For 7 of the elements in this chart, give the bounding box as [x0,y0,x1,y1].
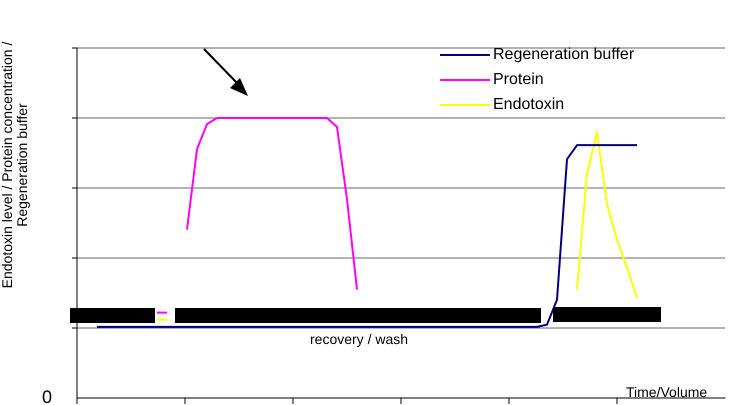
x-axis-title: Time/Volume [626,384,708,400]
text: 0 [42,387,52,405]
legend-label: Regeneration buffer [493,46,634,63]
y-axis-title: Endotoxin level / Protein concentration / Regeneration buffer [0,40,30,290]
annotation: recovery / wash [310,331,408,347]
legend-label: Endotoxin [493,96,564,113]
legend-label: Protein [493,71,544,88]
